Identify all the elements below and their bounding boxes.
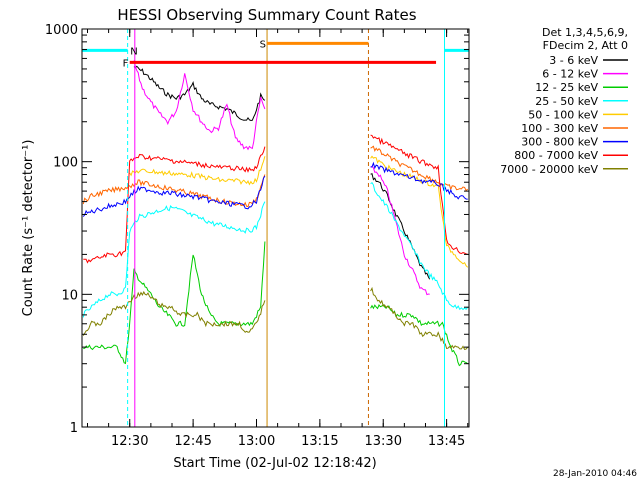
legend-label-6: 100 - 300 keV (521, 122, 598, 135)
x-tick-label-5: 13:30 (365, 434, 402, 449)
legend-label-5: 50 - 100 keV (528, 108, 598, 121)
series-line-7-part-2 (370, 161, 468, 200)
footer-timestamp: 28-Jan-2010 04:46 (553, 469, 637, 479)
series-line-4-part-1 (82, 201, 266, 318)
legend-header-line-2: FDecim 2, Att 0 (543, 39, 628, 52)
series-line-8-part-2 (370, 134, 468, 255)
x-tick-label-2: 12:45 (174, 434, 211, 449)
y-tick-label-2: 10 (61, 288, 78, 303)
series-line-2-part-1 (133, 60, 266, 151)
series-line-4-part-2 (370, 181, 469, 311)
y-tick-label-4: 1000 (45, 23, 78, 38)
series-line-3-part-1 (83, 241, 266, 365)
annotation-s-label: S (260, 39, 266, 50)
series-line-8-part-1 (83, 146, 266, 264)
y-tick-label-3: 100 (53, 156, 78, 171)
legend-label-7: 300 - 800 keV (521, 136, 598, 149)
legend-header-line-1: Det 1,3,4,5,6,9, (542, 26, 628, 39)
legend-label-8: 800 - 7000 keV (514, 149, 598, 162)
x-tick-label-3: 13:00 (238, 434, 275, 449)
series-line-9-part-2 (370, 286, 469, 350)
series-line-6-part-2 (370, 145, 469, 192)
x-tick-label-1: 12:30 (111, 434, 148, 449)
series-line-5-part-1 (129, 156, 266, 186)
legend: Det 1,3,4,5,6,9,FDecim 2, Att 0 3 - 6 keV… (500, 26, 628, 176)
annotation-n-label: N (130, 46, 137, 57)
series-line-7-part-1 (82, 175, 266, 217)
plot-area: N S F (82, 29, 470, 427)
y-axis: 1 10 100 1000 (45, 23, 469, 436)
x-tick-label-6: 13:45 (428, 434, 465, 449)
annotation-f-label: F (123, 58, 129, 69)
series-line-9-part-1 (82, 290, 266, 336)
x-axis-label: Start Time (02-Jul-02 12:18:42) (173, 456, 376, 471)
y-tick-label-1: 1 (70, 421, 78, 436)
x-tick-label-4: 13:15 (301, 434, 338, 449)
legend-label-9: 7000 - 20000 keV (500, 163, 598, 176)
legend-label-2: 6 - 12 keV (542, 68, 598, 81)
chart-title: HESSI Observing Summary Count Rates (117, 6, 416, 24)
plot-frame (81, 28, 470, 428)
series-line-1-part-2 (370, 173, 431, 280)
legend-label-3: 12 - 25 keV (535, 81, 598, 94)
legend-label-1: 3 - 6 keV (549, 54, 598, 67)
legend-label-4: 25 - 50 keV (535, 95, 598, 108)
series-line-1-part-1 (133, 65, 266, 122)
series-line-2-part-2 (370, 165, 430, 296)
x-axis: 12:30 12:45 13:00 13:15 13:30 13:45 (86, 29, 469, 449)
y-axis-label: Count Rate (s⁻¹ detector⁻¹) (21, 140, 36, 317)
